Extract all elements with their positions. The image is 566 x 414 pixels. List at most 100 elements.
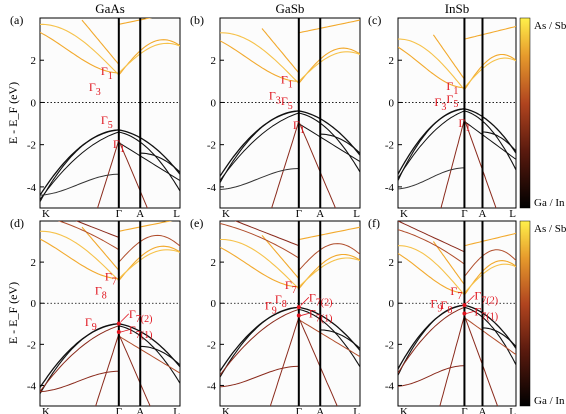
colorbar-bottom-label: Ga / In	[534, 197, 565, 209]
plot-area	[39, 17, 181, 209]
conduction-band	[220, 223, 300, 259]
y-tick-label: 0	[31, 97, 37, 109]
valence-band	[463, 315, 499, 406]
valence-band	[464, 317, 516, 356]
valence-band	[398, 167, 465, 190]
panel-title: GaAs	[95, 1, 125, 16]
x-tick-label: L	[353, 208, 360, 220]
conduction-band	[398, 221, 465, 253]
y-tick-label: 2	[211, 257, 217, 269]
valence-band	[40, 325, 119, 392]
conduction-band	[81, 226, 120, 271]
y-tick-label: 2	[211, 55, 217, 67]
gamma-label-vb-lower: Γ1	[293, 118, 305, 136]
conduction-band	[464, 263, 516, 294]
x-tick-label: A	[136, 208, 144, 220]
y-axis-label: E - E_F (eV)	[6, 282, 20, 344]
valence-band	[464, 108, 516, 154]
gamma-label-cb-upper: Γ7	[105, 270, 117, 288]
valence-band	[482, 131, 516, 152]
y-tick-label: -2	[385, 339, 394, 351]
y-tick-label: 0	[389, 298, 395, 310]
annotation-arrow	[120, 329, 129, 333]
annotation-arrow	[120, 313, 130, 323]
y-tick-label: -2	[207, 140, 216, 152]
bands	[220, 221, 360, 406]
y-tick-label: 2	[31, 257, 37, 269]
colorbar-top-label: As / Sb	[534, 223, 566, 235]
valence-band	[398, 306, 465, 374]
gamma-label-cb-lower: Γ8	[440, 298, 452, 316]
gamma-label-cb-lower: Γ8	[275, 292, 287, 310]
valence-band	[220, 112, 299, 181]
valence-band	[398, 108, 465, 181]
y-tick-label: -2	[27, 140, 36, 152]
conduction-band	[398, 253, 465, 294]
gamma-marker	[116, 321, 121, 326]
gamma-marker	[116, 330, 121, 334]
gamma-marker	[462, 311, 467, 316]
valence-band	[40, 173, 119, 196]
y-tick-label: -4	[27, 182, 37, 194]
y-tick-label: -4	[207, 380, 217, 392]
x-tick-label: K	[222, 208, 230, 220]
plot-area	[39, 220, 181, 407]
conduction-band	[234, 221, 299, 247]
valence-band	[320, 133, 360, 154]
conduction-band	[220, 40, 299, 82]
x-tick-label: Γ	[296, 208, 302, 220]
gamma-label-vb: Γ9	[85, 315, 97, 333]
panel-label: (c)	[368, 13, 381, 27]
colorbar	[519, 17, 531, 209]
valence-band	[140, 152, 180, 173]
valence-band	[40, 370, 119, 393]
x-tick-label: L	[173, 406, 180, 414]
valence-band	[439, 315, 465, 406]
annotation-arrow	[466, 310, 475, 314]
gamma-label-cb-lower: Γ3	[89, 80, 101, 98]
valence-band	[298, 319, 360, 358]
conduction-band	[40, 238, 119, 280]
conduction-band	[432, 34, 465, 80]
valence-band	[298, 306, 360, 351]
x-tick-label: Γ	[116, 208, 122, 220]
panel-title: GaSb	[276, 1, 305, 16]
conduction-band	[81, 19, 120, 65]
x-tick-label: K	[42, 208, 50, 220]
valence-band	[118, 335, 180, 374]
y-tick-label: 0	[211, 298, 217, 310]
valence-band	[271, 121, 300, 208]
gamma-label-vb-lower: Γ7(1)	[129, 323, 153, 341]
x-tick-label: L	[509, 208, 516, 220]
conduction-band	[220, 246, 299, 288]
colorbar-top-label: As / Sb	[534, 20, 566, 32]
plot-area	[219, 220, 361, 407]
conduction-band	[220, 238, 300, 290]
conduction-band	[298, 257, 360, 288]
conduction-band	[464, 232, 516, 247]
bands	[398, 221, 516, 406]
bands	[40, 18, 180, 208]
gamma-label-vb: Γ5	[446, 92, 458, 110]
bands	[220, 19, 360, 208]
valence-band	[464, 110, 516, 171]
annotation-arrow	[466, 294, 475, 304]
valence-band	[40, 323, 119, 394]
gamma-label-cb-upper: Γ1	[446, 79, 458, 97]
valence-band	[97, 140, 120, 208]
valence-band	[398, 304, 465, 376]
plot-area	[397, 220, 517, 407]
valence-band	[298, 308, 360, 368]
valence-band	[118, 333, 151, 406]
conduction-band	[298, 51, 360, 82]
gamma-label-cb-upper: Γ1	[281, 73, 293, 91]
panel-label: (a)	[10, 13, 23, 27]
y-tick-label: -4	[385, 380, 395, 392]
gamma-label-vb: Γ9	[430, 296, 442, 314]
gamma-label-vb: Γ5	[101, 113, 113, 131]
gamma-label-vb: Γ9	[265, 298, 277, 316]
x-tick-label: Γ	[461, 208, 467, 220]
gamma-label-cb-lower: Γ3	[434, 95, 446, 113]
gamma-label-vb-upper: Γ7(2)	[129, 307, 153, 325]
y-tick-label: 2	[389, 257, 395, 269]
